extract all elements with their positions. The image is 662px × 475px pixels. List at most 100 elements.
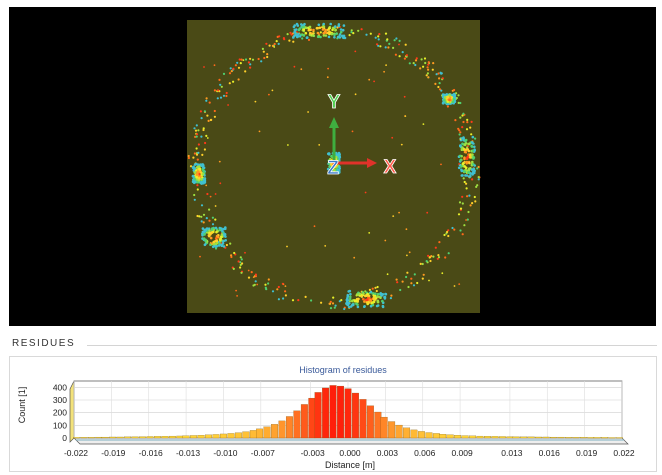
histogram-bar [271, 424, 278, 439]
histogram-bar [249, 430, 257, 439]
x-tick-label: 0.013 [501, 448, 523, 458]
histogram-bar [337, 385, 345, 439]
histogram-bar [572, 437, 580, 439]
z-axis-label: Z [327, 158, 339, 179]
histogram-bar [219, 433, 227, 439]
histogram-bar [439, 434, 447, 439]
x-tick-label: -0.010 [213, 448, 237, 458]
histogram-bar [403, 427, 411, 439]
y-tick-label: 100 [53, 420, 67, 430]
chart-floor [73, 437, 629, 445]
histogram-bar [395, 424, 403, 439]
histogram-bar [469, 435, 477, 439]
section-title: RESIDUES [12, 338, 76, 349]
histogram-bar [608, 437, 616, 439]
x-axis-label: Distance [m] [325, 460, 375, 470]
histogram-bar [314, 392, 322, 439]
histogram-bar [101, 436, 109, 439]
x-tick-labels: -0.022 -0.019 -0.016 -0.013 -0.010 -0.007 -0.0… [64, 448, 635, 458]
histogram-bar [176, 435, 184, 439]
histogram-bar [300, 404, 308, 439]
chart-left-wall [69, 380, 75, 443]
x-axis-arrowhead [367, 158, 377, 168]
histogram-bar [484, 436, 491, 439]
histogram-bar [527, 436, 535, 439]
histogram-bar [380, 416, 388, 439]
histogram-bar [153, 436, 161, 439]
histogram-bar [351, 392, 359, 439]
x-tick-label: -0.013 [176, 448, 200, 458]
y-tick-label: 0 [62, 433, 67, 443]
histogram-bar [366, 405, 374, 439]
histogram-bar [146, 436, 154, 439]
histogram-bar [616, 437, 623, 439]
histogram-bar [374, 411, 382, 439]
histogram-bar [542, 436, 550, 439]
x-tick-label: 0.009 [451, 448, 473, 458]
y-tick-label: 400 [53, 382, 67, 392]
histogram-bar [564, 437, 572, 439]
x-tick-label: -0.019 [101, 448, 125, 458]
histogram-bar [344, 388, 352, 439]
3d-viewport[interactable]: X Y Z [9, 7, 656, 326]
histogram-bar [593, 437, 601, 439]
histogram-bar [131, 436, 139, 439]
histogram-bar [550, 436, 557, 439]
histogram-bar [446, 434, 454, 439]
histogram-bar [95, 436, 103, 439]
histogram-bar [359, 399, 367, 439]
histogram-bar [454, 435, 462, 439]
histogram-bar [212, 434, 220, 439]
histogram-bar [579, 437, 587, 439]
histogram-bar [116, 436, 124, 439]
histogram-bar [234, 432, 242, 439]
histogram-bar [498, 436, 506, 439]
histogram-bar [73, 437, 80, 439]
y-axis-label: Count [1] [17, 387, 27, 424]
point-cloud-view[interactable]: X Y Z [9, 7, 656, 326]
histogram-bar [256, 428, 264, 439]
histogram-bar [461, 435, 469, 439]
histogram-bar [329, 385, 337, 439]
histogram-bar [205, 434, 212, 439]
histogram-bar [418, 431, 425, 439]
histogram-bar [520, 436, 528, 439]
histogram-bar [410, 429, 418, 439]
histogram-bar [278, 420, 286, 439]
histogram-bar [476, 435, 484, 439]
x-tick-label: 0.006 [414, 448, 436, 458]
histogram-bar [506, 436, 514, 439]
histogram-bar [124, 436, 132, 439]
histogram-bar [388, 421, 396, 439]
x-tick-label: -0.022 [64, 448, 88, 458]
histogram-bar [293, 410, 301, 439]
histogram-bar [87, 437, 95, 439]
x-tick-label: -0.007 [251, 448, 275, 458]
residue-points [187, 22, 481, 311]
histogram-bars [73, 385, 624, 441]
histogram-bar [491, 436, 499, 439]
histogram-bar [182, 435, 190, 439]
histogram-bar [227, 433, 235, 439]
histogram-bar [322, 387, 330, 439]
y-axis-arrowhead [329, 117, 339, 128]
x-tick-label: -0.016 [139, 448, 163, 458]
histogram-bar [161, 436, 169, 439]
residues-section-header: RESIDUES [9, 338, 657, 352]
histogram-bar [197, 435, 205, 439]
x-tick-label: 0.003 [377, 448, 399, 458]
x-tick-label: 0.000 [339, 448, 361, 458]
histogram-bar [425, 432, 433, 439]
axis-gizmo: X Y Z [327, 92, 397, 180]
y-axis-label: Y [328, 92, 341, 113]
histogram-bar [80, 437, 88, 439]
histogram-bar [535, 436, 543, 439]
histogram-chart: Histogram of residues 0 100 200 300 400 -0.0… [17, 365, 635, 470]
y-tick-labels: 0 100 200 300 400 [53, 382, 67, 443]
histogram-bar [557, 436, 565, 439]
x-axis-label: X [384, 157, 397, 178]
histogram-bar [190, 435, 198, 439]
y-tick-label: 300 [53, 395, 67, 405]
histogram-bar [168, 435, 176, 439]
y-tick-label: 200 [53, 408, 67, 418]
